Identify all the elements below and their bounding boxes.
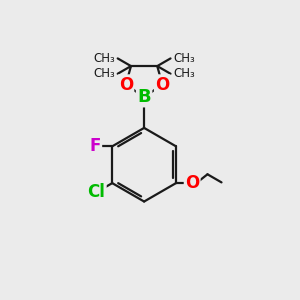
- Text: CH₃: CH₃: [173, 52, 195, 65]
- Text: CH₃: CH₃: [173, 67, 195, 80]
- Text: O: O: [155, 76, 169, 94]
- Text: O: O: [185, 174, 199, 192]
- Text: F: F: [89, 137, 101, 155]
- Text: CH₃: CH₃: [93, 52, 115, 65]
- Text: O: O: [119, 76, 133, 94]
- Text: B: B: [137, 88, 151, 106]
- Text: Cl: Cl: [88, 183, 105, 201]
- Text: CH₃: CH₃: [93, 67, 115, 80]
